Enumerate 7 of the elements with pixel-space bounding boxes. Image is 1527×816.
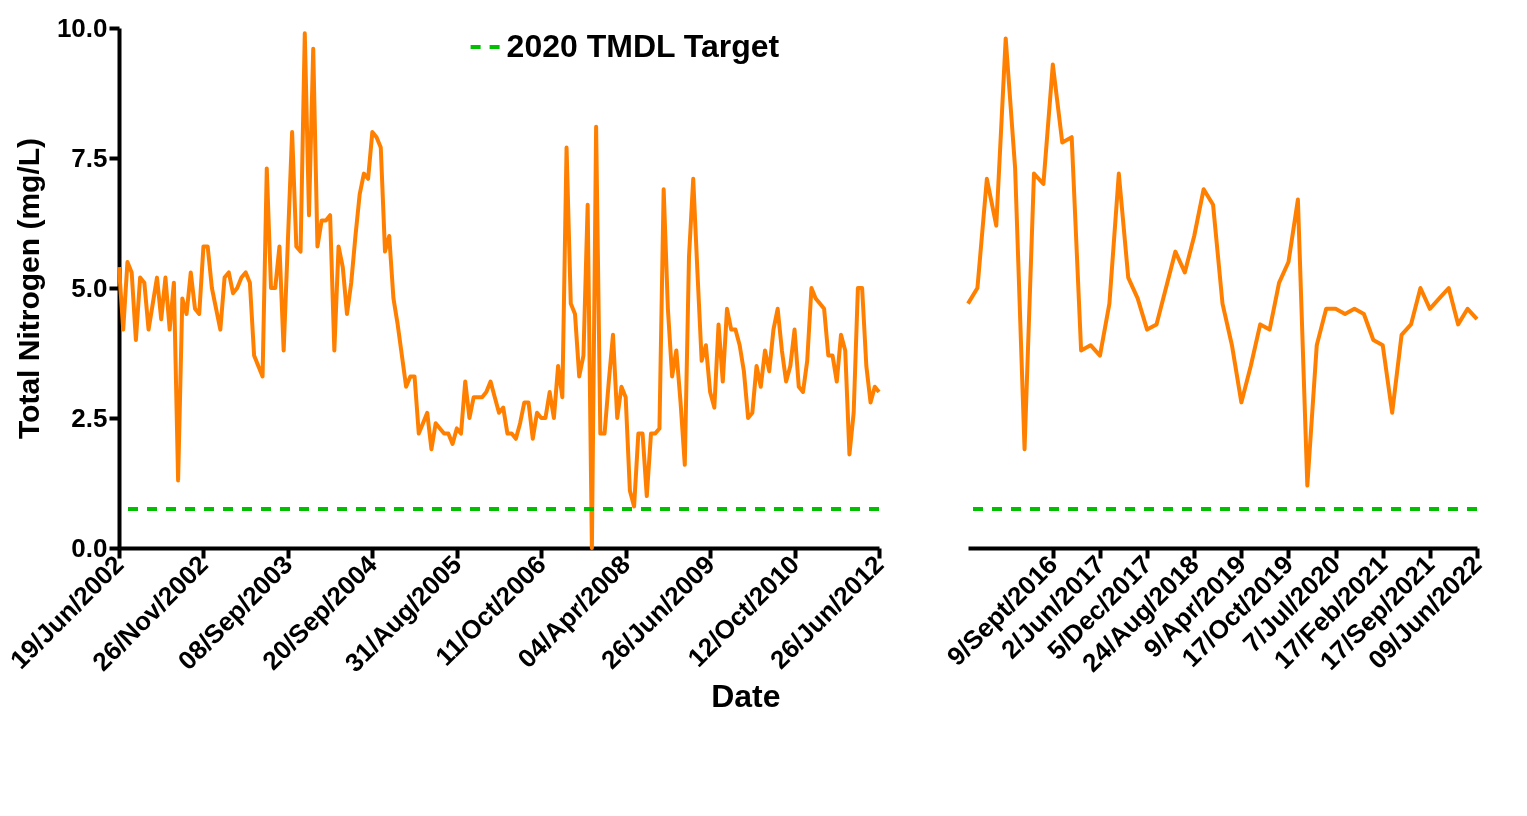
- legend-label: 2020 TMDL Target: [506, 28, 780, 64]
- y-tick-label: 10.0: [56, 12, 108, 43]
- x-axis-title: Date: [711, 678, 781, 715]
- y-tick-label: 2.5: [71, 402, 108, 433]
- y-tick-label: 5.0: [71, 272, 108, 303]
- y-tick-label: 7.5: [71, 142, 108, 173]
- y-axis-title: Total Nitrogen (mg/L): [11, 137, 45, 440]
